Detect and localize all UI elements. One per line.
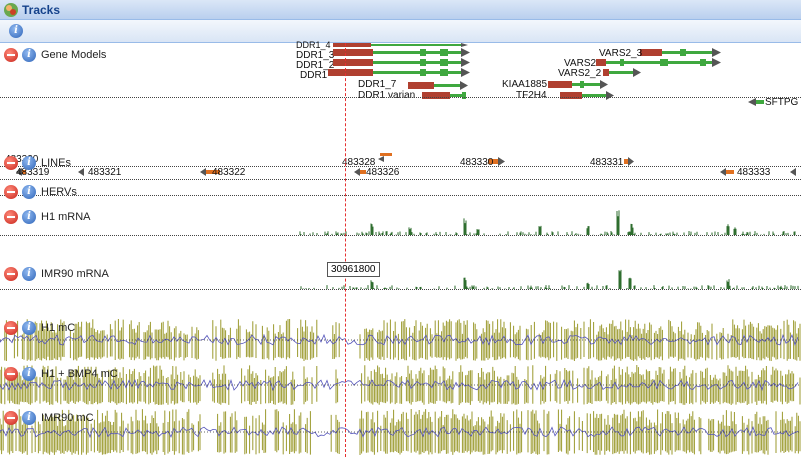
track-h1-mc: i H1 mC <box>0 317 801 363</box>
position-tooltip: 30961800 <box>327 262 380 277</box>
h1-bmp4-mc-signal-svg <box>0 365 801 405</box>
line-feature-label[interactable]: 483320 <box>5 154 38 165</box>
imr90-mrna-signal-svg <box>300 269 799 289</box>
toolbar: i <box>0 20 801 43</box>
position-cursor-line[interactable] <box>345 43 346 457</box>
gene-label[interactable]: DDR1 varian <box>358 90 416 101</box>
line-feature-label[interactable]: 483321 <box>88 167 122 178</box>
remove-track-icon[interactable] <box>4 185 18 199</box>
track-info-icon[interactable]: i <box>22 185 36 199</box>
track-h1-bmp4-mc: i H1 + BMP4 mC <box>0 363 801 407</box>
imr90-mc-signal-svg <box>0 409 801 455</box>
track-info-icon[interactable]: i <box>22 210 36 224</box>
track-header: i IMR90 mRNA <box>4 266 109 282</box>
track-gene-models: i Gene Models DDR1_4 DDR1_3 DDR1_2 DDR1 <box>0 40 801 153</box>
gene-label[interactable]: DDR1_4 <box>296 40 331 50</box>
gene-ddr1-2 <box>333 58 470 67</box>
gene-ddr1-3 <box>333 48 470 57</box>
track-label: IMR90 mRNA <box>41 268 109 280</box>
h1-mc-signal-svg <box>0 319 801 361</box>
track-info-icon[interactable]: i <box>22 321 36 335</box>
track-imr90-mc: i IMR90 mC <box>0 407 801 457</box>
gene-label[interactable]: DDR1 <box>300 70 328 81</box>
remove-track-icon[interactable] <box>4 210 18 224</box>
remove-track-icon[interactable] <box>4 321 18 335</box>
line-feature-label[interactable]: 483328 <box>342 157 376 168</box>
line-feature-label[interactable]: 483331 <box>590 157 624 168</box>
gene-models-svg <box>328 43 764 106</box>
track-baseline <box>0 166 801 167</box>
remove-track-icon[interactable] <box>4 267 18 281</box>
gene-vars2-2 <box>603 68 641 77</box>
gene-vars2 <box>596 58 721 67</box>
track-label: LINEs <box>41 157 71 169</box>
remove-track-icon[interactable] <box>4 156 18 170</box>
track-header: i IMR90 mC <box>4 410 94 426</box>
gene-ddr1 <box>328 68 470 77</box>
track-baseline <box>0 179 801 180</box>
gene-kiaa1885 <box>548 80 608 89</box>
track-label: H1 mRNA <box>41 211 91 223</box>
track-baseline <box>0 97 801 98</box>
gene-label[interactable]: DDR1_2 <box>296 60 335 71</box>
track-lines: i LINEs 483320 483328 483330 483331 4833… <box>0 153 801 181</box>
line-feature-label[interactable]: 483322 <box>212 167 246 178</box>
track-info-icon[interactable]: i <box>22 367 36 381</box>
window-title: Tracks <box>22 3 61 17</box>
track-info-icon[interactable]: i <box>22 48 36 62</box>
line-feature-label[interactable]: 483330 <box>460 157 494 168</box>
track-header: i H1 mRNA <box>4 209 91 225</box>
track-label: H1 mC <box>41 322 76 334</box>
track-label: IMR90 mC <box>41 412 94 424</box>
remove-track-icon[interactable] <box>4 411 18 425</box>
gene-label[interactable]: TF2H4 <box>516 90 547 101</box>
gene-sftpg <box>748 98 764 106</box>
line-feature-label[interactable]: 483326 <box>366 167 400 178</box>
track-info-icon[interactable]: i <box>22 411 36 425</box>
track-baseline <box>0 195 801 196</box>
track-header: i HERVs <box>4 184 77 200</box>
track-hervs: i HERVs <box>0 181 801 205</box>
tracks-logo-icon <box>4 3 18 17</box>
gene-ddr1-4 <box>333 43 468 47</box>
gene-ddr1-7 <box>408 81 468 90</box>
track-label: Gene Models <box>41 49 107 61</box>
track-label: H1 + BMP4 mC <box>41 368 118 380</box>
lines-features-svg <box>16 153 796 176</box>
gene-label[interactable]: DDR1_3 <box>296 50 335 61</box>
track-header: i Gene Models <box>4 47 106 63</box>
track-info-icon[interactable]: i <box>22 156 36 170</box>
track-baseline <box>0 289 801 290</box>
line-feature-label[interactable]: 483333 <box>737 167 771 178</box>
gene-label[interactable]: DDR1_7 <box>358 79 397 90</box>
track-baseline <box>0 235 801 236</box>
gene-label[interactable]: VARS2_3 <box>599 48 643 59</box>
remove-track-icon[interactable] <box>4 48 18 62</box>
toolbar-info-icon[interactable]: i <box>9 24 23 38</box>
track-info-icon[interactable]: i <box>22 267 36 281</box>
h1-mrna-signal-svg <box>299 210 796 235</box>
gene-label[interactable]: SFTPG <box>765 97 799 108</box>
gene-label[interactable]: KIAA1885 <box>502 79 548 90</box>
gene-tf2h4 <box>560 91 614 100</box>
track-header: i LINEs <box>4 155 71 171</box>
gene-ddr1-varian <box>422 92 466 99</box>
track-label: HERVs <box>41 186 77 198</box>
track-h1-mrna: i H1 mRNA <box>0 205 801 261</box>
window-titlebar: Tracks <box>0 0 801 20</box>
gene-label[interactable]: VARS2 <box>564 58 597 69</box>
track-header: i H1 + BMP4 mC <box>4 366 118 382</box>
track-header: i H1 mC <box>4 320 75 336</box>
remove-track-icon[interactable] <box>4 367 18 381</box>
line-feature-label[interactable]: 483319 <box>16 167 50 178</box>
gene-label[interactable]: VARS2_2 <box>558 68 602 79</box>
gene-vars2-3 <box>640 48 721 57</box>
track-imr90-mrna: i IMR90 mRNA <box>0 261 801 317</box>
